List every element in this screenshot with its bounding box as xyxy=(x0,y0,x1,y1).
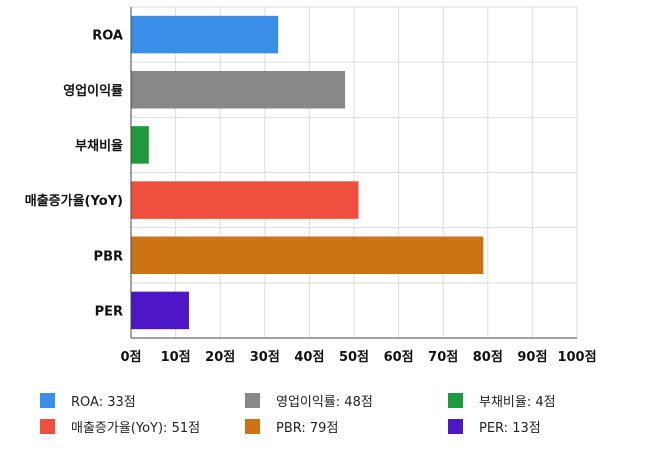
category-label: 매출증가율(YoY) xyxy=(25,193,123,209)
category-label: ROA xyxy=(92,29,123,44)
legend-item: PER: 13점 xyxy=(448,415,541,437)
x-tick-label: 50점 xyxy=(339,350,369,365)
legend-swatch xyxy=(40,418,55,434)
bar xyxy=(131,236,484,275)
x-tick-label: 30점 xyxy=(250,350,280,365)
x-tick-label: 20점 xyxy=(205,350,235,365)
legend-swatch xyxy=(448,392,463,408)
axes xyxy=(130,7,577,339)
x-tick-label: 100점 xyxy=(557,350,596,365)
bar xyxy=(131,126,149,164)
x-tick-label: 70점 xyxy=(428,350,458,365)
legend-swatch xyxy=(245,418,260,434)
category-label: 부채비율 xyxy=(75,138,123,154)
grid-lines xyxy=(130,6,578,339)
legend-item: PBR: 79점 xyxy=(245,415,338,437)
legend-swatch xyxy=(40,392,55,408)
legend-label: ROA: 33점 xyxy=(71,394,136,410)
bar xyxy=(131,70,346,109)
bar xyxy=(131,15,279,54)
x-tick-label: 10점 xyxy=(161,350,191,365)
x-tick-label: 40점 xyxy=(294,350,324,365)
x-tick-label: 0점 xyxy=(120,350,141,365)
x-tick-labels: 0점 10점 20점 30점 40점 50점 60점 70점 80점 90점 100점 xyxy=(120,350,596,365)
legend-swatch xyxy=(448,418,463,434)
category-label: PBR xyxy=(94,249,123,264)
legend-item: ROA: 33점 xyxy=(40,389,136,411)
legend-label: PER: 13점 xyxy=(479,420,541,436)
x-tick-label: 90점 xyxy=(517,350,547,365)
legend-label: 매출증가율(YoY): 51점 xyxy=(71,420,201,436)
bar xyxy=(131,181,359,219)
category-label: 영업이익률 xyxy=(63,83,123,99)
legend-label: 부채비율: 4점 xyxy=(479,394,556,410)
category-label: PER xyxy=(95,304,123,319)
x-tick-label: 80점 xyxy=(473,350,503,365)
x-tick-label: 60점 xyxy=(384,350,414,365)
legend-swatch xyxy=(245,392,260,408)
legend-item: 영업이익률: 48점 xyxy=(245,389,373,411)
legend-label: 영업이익률: 48점 xyxy=(276,394,373,410)
bars xyxy=(131,15,484,330)
legend-item: 부채비율: 4점 xyxy=(448,389,556,411)
legend-label: PBR: 79점 xyxy=(276,420,339,436)
bar xyxy=(131,291,189,330)
legend-item: 매출증가율(YoY): 51점 xyxy=(40,415,200,437)
